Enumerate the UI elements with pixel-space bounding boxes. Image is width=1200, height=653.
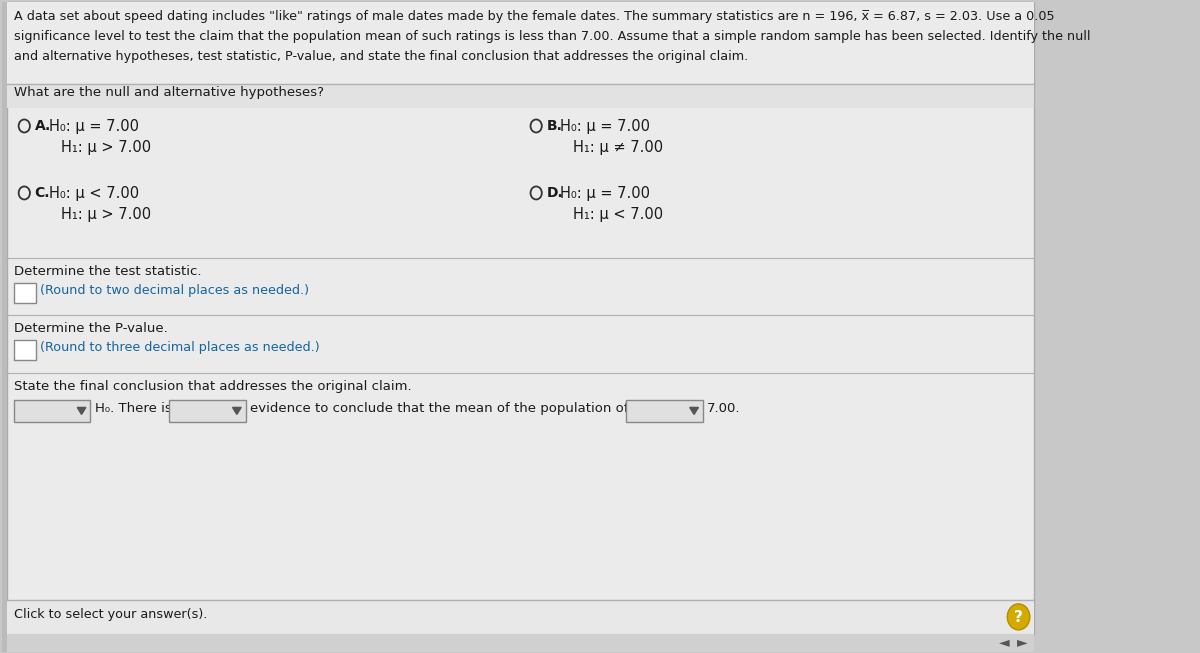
Bar — [14, 340, 36, 360]
Text: H₀: μ < 7.00: H₀: μ < 7.00 — [48, 186, 139, 201]
Bar — [7, 600, 1034, 634]
Text: ►: ► — [1016, 635, 1027, 649]
Text: evidence to conclude that the mean of the population of ratings is: evidence to conclude that the mean of th… — [250, 402, 694, 415]
Text: State the final conclusion that addresses the original claim.: State the final conclusion that addresse… — [14, 380, 412, 393]
Text: (Round to three decimal places as needed.): (Round to three decimal places as needed… — [40, 341, 319, 354]
Polygon shape — [233, 407, 241, 415]
Text: A.: A. — [35, 119, 50, 133]
Text: and alternative hypotheses, test statistic, P-value, and state the final conclus: and alternative hypotheses, test statist… — [14, 50, 748, 63]
Bar — [169, 400, 246, 422]
Text: B.: B. — [546, 119, 563, 133]
Text: H₁: μ < 7.00: H₁: μ < 7.00 — [572, 207, 662, 222]
Text: D.: D. — [546, 186, 563, 200]
Text: C.: C. — [35, 186, 50, 200]
Text: H₁: μ ≠ 7.00: H₁: μ ≠ 7.00 — [572, 140, 662, 155]
Text: A data set about speed dating includes "like" ratings of male dates made by the : A data set about speed dating includes "… — [14, 10, 1055, 23]
Text: Determine the P-value.: Determine the P-value. — [14, 322, 168, 335]
Text: Click to select your answer(s).: Click to select your answer(s). — [14, 608, 208, 621]
Bar — [626, 400, 703, 422]
Text: H₁: μ > 7.00: H₁: μ > 7.00 — [61, 207, 151, 222]
Text: ?: ? — [1014, 610, 1022, 625]
Bar — [14, 400, 90, 422]
Text: ◄: ◄ — [1000, 635, 1010, 649]
Polygon shape — [690, 407, 698, 415]
Bar — [1, 2, 7, 652]
Bar — [7, 634, 1034, 652]
Bar — [7, 2, 1034, 84]
Text: H₀: μ = 7.00: H₀: μ = 7.00 — [48, 119, 138, 134]
Text: significance level to test the claim that the population mean of such ratings is: significance level to test the claim tha… — [14, 30, 1091, 43]
Text: H₀: μ = 7.00: H₀: μ = 7.00 — [560, 186, 650, 201]
Text: H₀. There is: H₀. There is — [95, 402, 172, 415]
Circle shape — [1007, 604, 1030, 630]
Text: 7.00.: 7.00. — [707, 402, 740, 415]
Text: What are the null and alternative hypotheses?: What are the null and alternative hypoth… — [14, 86, 324, 99]
Bar — [14, 283, 36, 303]
Text: H₁: μ > 7.00: H₁: μ > 7.00 — [61, 140, 151, 155]
Text: (Round to two decimal places as needed.): (Round to two decimal places as needed.) — [40, 284, 308, 297]
Bar — [7, 84, 1034, 108]
Text: Determine the test statistic.: Determine the test statistic. — [14, 265, 202, 278]
Polygon shape — [77, 407, 86, 415]
Text: H₀: μ = 7.00: H₀: μ = 7.00 — [560, 119, 650, 134]
